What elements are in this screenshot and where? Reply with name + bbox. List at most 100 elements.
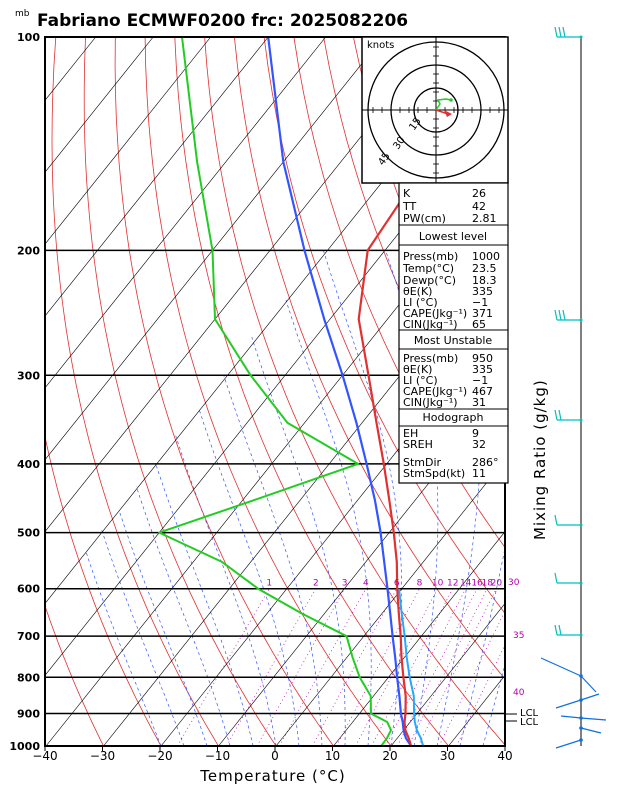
mixing-ratio-line (279, 588, 367, 746)
mixing-ratio-label: 6 (394, 579, 400, 589)
mixing-ratio-label: 1 (266, 579, 272, 589)
isotherm (45, 37, 211, 245)
pressure-tick-label: 100 (17, 31, 40, 44)
hodograph-trace (435, 98, 452, 111)
pressure-unit-label: mb (15, 9, 30, 19)
isotherm (45, 37, 154, 173)
pressure-tick-label: 500 (17, 527, 40, 540)
dry-adiabat (578, 5, 618, 761)
temperature-tick-label: 30 (440, 749, 455, 763)
wind-barb-flag (558, 26, 562, 38)
temperature-tick-label: −20 (147, 749, 172, 763)
mixing-ratio-axis-label: Mixing Ratio (g/kg) (531, 379, 549, 540)
mixing-ratio-label: 10 (432, 579, 444, 589)
isotherm (45, 37, 384, 461)
index-label: PW(cm) (403, 212, 446, 225)
temperature-tick-label: −10 (205, 749, 230, 763)
wind-barb-dot (579, 418, 583, 422)
index-label: CIN(Jkg⁻¹) (403, 318, 458, 331)
temperature-tick-label: 40 (497, 749, 512, 763)
moist-adiabat (285, 299, 372, 746)
wind-barb (580, 717, 607, 721)
index-label: CAPE(Jkg⁻¹) (403, 307, 467, 320)
pressure-tick-label: 900 (17, 708, 40, 721)
mixing-ratio-label: 14 (460, 579, 472, 589)
moist-adiabat (135, 485, 231, 746)
section-title-unstable: Most Unstable (414, 334, 493, 347)
hodograph-ticks (372, 46, 500, 174)
index-label: EH (403, 427, 418, 440)
isotherm (333, 531, 505, 746)
dry-adiabat (204, 37, 505, 746)
mixing-ratio-label: 8 (417, 579, 423, 589)
temperature-tick-label: 20 (382, 749, 397, 763)
index-label: θE(K) (403, 363, 432, 376)
pressure-tick-labels: 100 200 300 400 500 600 700 800 900 1000 (9, 31, 40, 753)
temperature-tick-labels: −40 −30 −20 −10 0 10 20 30 40 (32, 746, 513, 763)
indices-table: K 26 TT 42 PW(cm) 2.81 Lowest level Pres… (398, 182, 509, 484)
wind-profile (540, 26, 607, 749)
index-label: StmDir (403, 456, 442, 469)
sounding-profiles (158, 37, 505, 746)
index-label: Press(mb) (403, 352, 458, 365)
mixing-ratio-label: 16 (471, 579, 483, 589)
lcl-label: LCL (520, 708, 539, 719)
index-label: Dewp(°C) (403, 274, 456, 287)
moist-adiabat (101, 529, 185, 746)
index-label: K (403, 187, 411, 200)
chart-title: Fabriano ECMWF0200 frc: 2025082206 (37, 11, 408, 31)
pressure-tick-label: 800 (17, 671, 40, 684)
dry-adiabat (51, 37, 219, 746)
wind-barb-flag (554, 514, 558, 526)
index-label: LI (°C) (403, 374, 438, 387)
isotherm (45, 37, 326, 389)
index-value: 286° (472, 456, 499, 469)
pressure-tick-label: 300 (17, 369, 40, 382)
index-value: 18.3 (472, 274, 497, 287)
mixing-ratio-label: 3 (342, 579, 348, 589)
temperature-tick-label: 0 (271, 749, 279, 763)
index-value: 26 (472, 187, 486, 200)
isotherm (45, 37, 96, 101)
wind-barb-flag (554, 572, 558, 584)
lcl-label: LCL (520, 717, 539, 728)
wind-barb-flag (558, 309, 562, 321)
dry-adiabat (263, 37, 505, 614)
wind-barb (555, 739, 582, 749)
moist-adiabat (198, 409, 300, 746)
moist-adiabat (251, 336, 346, 746)
dewpoint-profile (158, 37, 392, 746)
temperature-profile (357, 42, 505, 746)
mixing-ratio-line (177, 588, 270, 746)
dry-adiabat (114, 37, 334, 746)
dry-adiabat (293, 37, 505, 549)
wind-barb-dot (579, 581, 583, 585)
wind-barb (560, 715, 582, 719)
temperature-tick-label: −40 (32, 749, 57, 763)
parcel-profile (267, 37, 413, 746)
pressure-tick-label: 600 (17, 583, 40, 596)
dry-adiabat (233, 37, 505, 680)
dry-adiabat (144, 37, 392, 746)
isotherm (45, 171, 505, 746)
index-value: −1 (472, 374, 488, 387)
pressure-tick-label: 1000 (9, 740, 40, 753)
index-label: TT (402, 200, 417, 213)
wind-barb-flag (562, 26, 566, 38)
section-title-lowest: Lowest level (419, 230, 487, 243)
index-value: 335 (472, 285, 493, 298)
wind-barb-dot (579, 738, 583, 742)
index-value: 23.5 (472, 262, 497, 275)
index-value: 32 (472, 438, 486, 451)
isotherm (390, 603, 505, 746)
mixing-ratio-line (226, 588, 317, 746)
temperature-tick-label: 10 (325, 749, 340, 763)
index-label: Press(mb) (403, 250, 458, 263)
index-value: 2.81 (472, 212, 497, 225)
index-value: 335 (472, 363, 493, 376)
index-label: CIN(Jkg⁻¹) (403, 396, 458, 409)
isotherm (45, 37, 441, 533)
hodograph-unit: knots (367, 40, 394, 51)
index-label: SREH (403, 438, 433, 451)
